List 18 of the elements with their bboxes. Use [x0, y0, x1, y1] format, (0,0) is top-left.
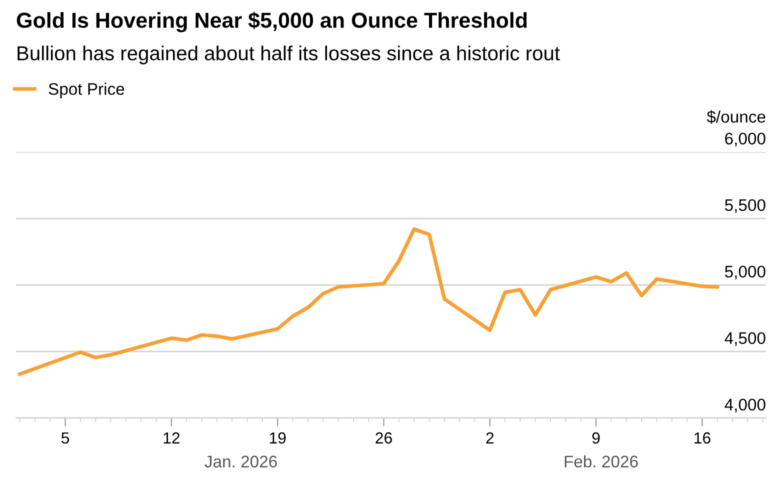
chart-title: Gold Is Hovering Near $5,000 an Ounce Threshold — [16, 12, 527, 32]
y-tick-label: 5,500 — [724, 199, 766, 214]
x-tick-label: 9 — [592, 432, 600, 444]
chart-subtitle: Bullion has regained about half its losses since a historic rout — [18, 46, 560, 64]
y-tick-label: 4,000 — [724, 398, 766, 413]
y-tick-label: 5,000 — [724, 266, 766, 280]
text: Jan. 2026 — [204, 456, 277, 468]
x-tick-label: 5 — [61, 432, 70, 444]
y-tick-label: 4,500 — [724, 332, 766, 346]
y-tick-label: 6,000 — [725, 132, 766, 147]
x-tick-label: 19 — [270, 432, 286, 444]
x-tick-label: 16 — [694, 432, 710, 444]
x-tick-label: 12 — [164, 432, 180, 444]
text: Feb. 2026 — [564, 455, 638, 468]
x-tick-label: 2 — [486, 432, 494, 444]
x-tick-label: 26 — [376, 432, 392, 444]
legend-label: Spot Price — [48, 82, 124, 98]
y-axis-title: $/ounce — [706, 110, 766, 124]
